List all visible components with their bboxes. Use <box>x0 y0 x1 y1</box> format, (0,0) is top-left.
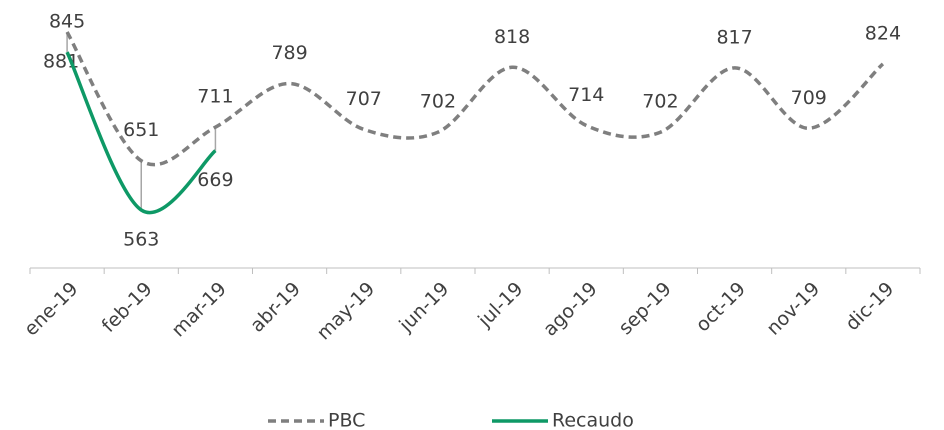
line-series <box>65 31 885 167</box>
x-tick-label: dic-19 <box>841 278 898 335</box>
data-label: 563 <box>123 229 159 251</box>
x-tick-label: ago-19 <box>539 278 602 341</box>
x-tick-label: ene-19 <box>20 278 83 341</box>
x-tick-label: mar-19 <box>167 278 230 341</box>
x-tick-label: may-19 <box>313 278 380 345</box>
x-tick-label: feb-19 <box>98 278 157 337</box>
data-label: 714 <box>568 84 604 106</box>
legend-label: PBC <box>328 410 365 430</box>
data-label: 709 <box>791 87 827 109</box>
legend-label: Recaudo <box>552 410 634 430</box>
x-tick-label: oct-19 <box>692 278 750 336</box>
x-tick-label: nov-19 <box>762 278 824 340</box>
x-tick-label: sep-19 <box>615 278 676 339</box>
line-series <box>65 51 217 215</box>
data-label: 817 <box>716 26 752 48</box>
x-tick-label: jul-19 <box>473 278 527 332</box>
x-tick-label: abr-19 <box>246 278 305 337</box>
data-label: 845 <box>49 11 85 33</box>
data-label: 651 <box>123 119 159 141</box>
data-label: 702 <box>420 91 456 113</box>
data-label: 702 <box>642 91 678 113</box>
data-label: 711 <box>197 86 233 108</box>
data-label: 707 <box>346 88 382 110</box>
x-tick-label: jun-19 <box>394 278 453 337</box>
data-label: 818 <box>494 26 530 48</box>
data-label: 669 <box>197 169 233 191</box>
data-label: 824 <box>865 22 901 44</box>
data-label: 789 <box>271 42 307 64</box>
